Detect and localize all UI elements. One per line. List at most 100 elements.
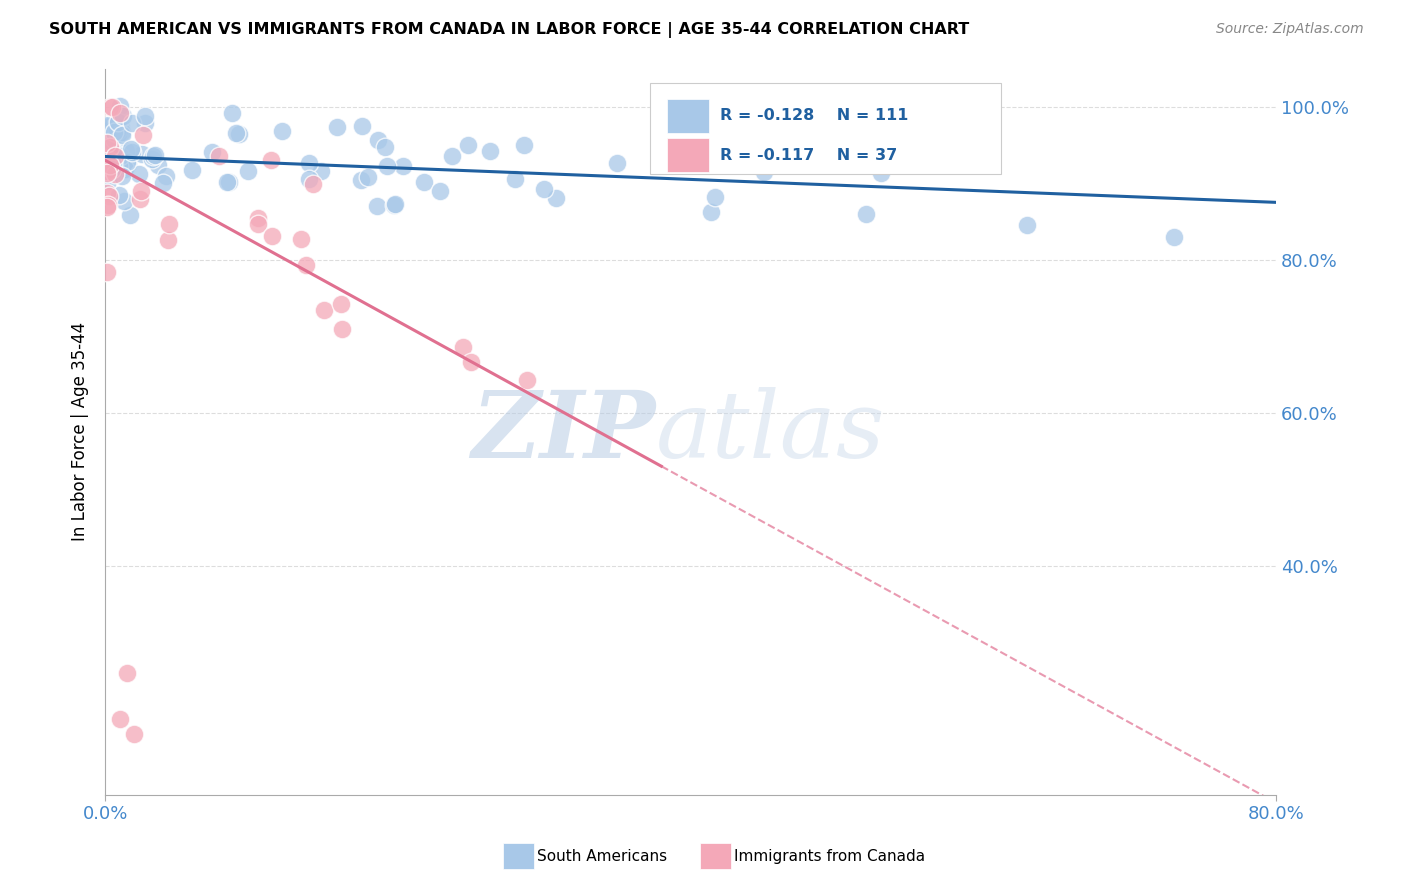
Point <box>148 158 170 172</box>
Point <box>366 199 388 213</box>
Text: R = -0.117    N = 37: R = -0.117 N = 37 <box>720 148 897 162</box>
Point <box>326 120 349 134</box>
Point <box>98 158 121 172</box>
Point <box>356 169 378 184</box>
Point <box>298 172 321 186</box>
Point <box>98 145 121 160</box>
Point <box>309 163 332 178</box>
Point <box>134 109 156 123</box>
Point <box>101 119 124 133</box>
Point <box>112 194 135 209</box>
Point <box>108 137 131 152</box>
Point <box>314 303 336 318</box>
Point <box>110 99 132 113</box>
Text: SOUTH AMERICAN VS IMMIGRANTS FROM CANADA IN LABOR FORCE | AGE 35-44 CORRELATION : SOUTH AMERICAN VS IMMIGRANTS FROM CANADA… <box>49 22 970 38</box>
Point <box>225 126 247 140</box>
Point <box>679 154 702 169</box>
Text: South Americans: South Americans <box>537 849 668 863</box>
Point <box>271 123 294 137</box>
Point <box>103 159 125 173</box>
Point <box>108 106 131 120</box>
Point <box>98 154 121 169</box>
Point <box>375 159 398 173</box>
Point <box>441 149 464 163</box>
Point <box>208 149 231 163</box>
Point <box>97 166 120 180</box>
Point <box>700 205 723 219</box>
Point <box>246 218 269 232</box>
Point <box>412 175 434 189</box>
Point <box>96 200 118 214</box>
Point <box>350 173 373 187</box>
Point <box>352 119 374 133</box>
Point <box>330 296 353 310</box>
Point <box>100 160 122 174</box>
Point <box>752 165 775 179</box>
Point <box>104 167 127 181</box>
Point <box>98 139 121 153</box>
Text: atlas: atlas <box>655 387 884 477</box>
Point <box>103 156 125 170</box>
Point <box>128 167 150 181</box>
Point <box>108 159 131 173</box>
Text: Source: ZipAtlas.com: Source: ZipAtlas.com <box>1216 22 1364 37</box>
Point <box>124 727 146 741</box>
Point <box>100 162 122 177</box>
FancyBboxPatch shape <box>668 99 709 133</box>
Point <box>302 178 325 192</box>
Point <box>141 153 163 167</box>
Point <box>98 100 121 114</box>
Point <box>105 146 128 161</box>
Point <box>97 174 120 188</box>
Point <box>100 147 122 161</box>
Point <box>218 175 240 189</box>
Point <box>374 140 396 154</box>
Point <box>682 137 704 152</box>
Point <box>105 164 128 178</box>
Point <box>103 128 125 142</box>
Point <box>120 142 142 156</box>
Point <box>143 148 166 162</box>
Point <box>97 166 120 180</box>
Point <box>157 217 180 231</box>
Point <box>503 171 526 186</box>
Point <box>152 176 174 190</box>
Point <box>478 144 501 158</box>
Point <box>103 149 125 163</box>
Point <box>115 155 138 169</box>
Point <box>290 232 312 246</box>
Point <box>97 133 120 147</box>
Point <box>96 166 118 180</box>
Point <box>120 208 142 222</box>
Point <box>100 138 122 153</box>
Point <box>97 153 120 167</box>
Point <box>704 190 727 204</box>
Point <box>662 137 685 152</box>
Point <box>108 712 131 726</box>
Point <box>103 125 125 139</box>
Point <box>295 258 318 272</box>
Point <box>97 197 120 211</box>
Point <box>297 155 319 169</box>
Point <box>131 146 153 161</box>
Text: R = -0.128    N = 111: R = -0.128 N = 111 <box>720 109 908 123</box>
Point <box>105 123 128 137</box>
Text: Immigrants from Canada: Immigrants from Canada <box>734 849 925 863</box>
Point <box>217 176 239 190</box>
Point <box>96 265 118 279</box>
Point <box>103 132 125 146</box>
Point <box>97 118 120 132</box>
Point <box>107 128 129 142</box>
Point <box>128 192 150 206</box>
Point <box>544 191 567 205</box>
Point <box>513 137 536 152</box>
Point <box>129 184 152 198</box>
Point <box>96 163 118 178</box>
Point <box>107 151 129 165</box>
Point <box>869 166 891 180</box>
Y-axis label: In Labor Force | Age 35-44: In Labor Force | Age 35-44 <box>72 322 89 541</box>
Point <box>107 115 129 129</box>
Point <box>107 133 129 147</box>
Point <box>384 198 406 212</box>
Point <box>201 145 224 160</box>
